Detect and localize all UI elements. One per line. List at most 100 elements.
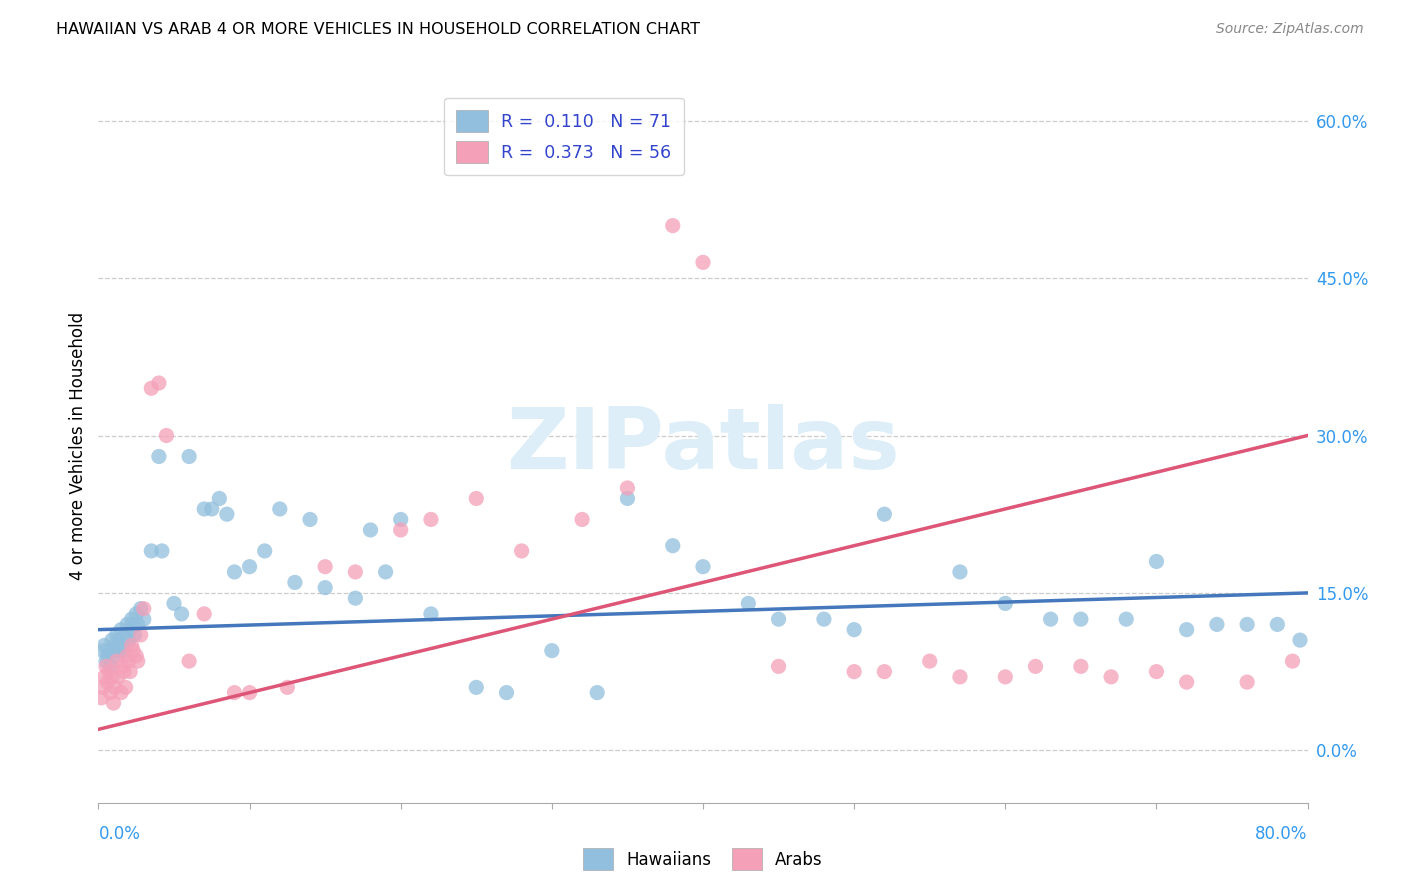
Point [1236, 617, 1258, 632]
Point [105, 654, 128, 668]
Point [1175, 623, 1198, 637]
Point [1144, 554, 1167, 568]
Point [344, 565, 367, 579]
Point [125, 607, 148, 621]
Point [224, 685, 246, 699]
Point [389, 512, 412, 526]
Point [96, 675, 118, 690]
Point [314, 559, 336, 574]
Point [1236, 675, 1258, 690]
Point [1070, 612, 1092, 626]
Point [215, 507, 238, 521]
Point [120, 623, 142, 637]
Point [1175, 675, 1198, 690]
Point [170, 607, 193, 621]
Point [1099, 670, 1122, 684]
Point [118, 654, 141, 668]
Point [1281, 654, 1303, 668]
Point [96, 648, 118, 663]
Point [127, 617, 149, 632]
Point [121, 612, 143, 626]
Point [101, 633, 124, 648]
Y-axis label: 4 or more Vehicles in Household: 4 or more Vehicles in Household [69, 312, 87, 580]
Point [1267, 617, 1289, 632]
Point [768, 612, 790, 626]
Point [510, 544, 533, 558]
Point [1289, 633, 1312, 648]
Point [873, 507, 896, 521]
Point [94, 659, 117, 673]
Text: 80.0%: 80.0% [1256, 825, 1308, 843]
Point [94, 654, 117, 668]
Point [571, 512, 593, 526]
Point [918, 654, 941, 668]
Point [420, 512, 443, 526]
Point [692, 559, 714, 574]
Point [616, 491, 638, 506]
Point [107, 670, 129, 684]
Point [103, 648, 125, 663]
Point [121, 639, 143, 653]
Text: Source: ZipAtlas.com: Source: ZipAtlas.com [1216, 22, 1364, 37]
Text: HAWAIIAN VS ARAB 4 OR MORE VEHICLES IN HOUSEHOLD CORRELATION CHART: HAWAIIAN VS ARAB 4 OR MORE VEHICLES IN H… [56, 22, 700, 37]
Point [148, 450, 170, 464]
Point [90, 690, 112, 705]
Legend: Hawaiians, Arabs: Hawaiians, Arabs [576, 842, 830, 877]
Point [1115, 612, 1137, 626]
Point [132, 601, 155, 615]
Point [586, 685, 609, 699]
Point [103, 696, 125, 710]
Point [141, 544, 163, 558]
Point [737, 596, 759, 610]
Point [276, 681, 298, 695]
Point [1144, 665, 1167, 679]
Point [1039, 612, 1062, 626]
Point [299, 512, 322, 526]
Point [124, 628, 146, 642]
Point [1206, 617, 1229, 632]
Point [949, 565, 972, 579]
Point [994, 670, 1017, 684]
Point [661, 219, 683, 233]
Text: ZIPatlas: ZIPatlas [506, 404, 900, 488]
Point [150, 544, 173, 558]
Point [239, 685, 262, 699]
Point [163, 596, 186, 610]
Point [122, 617, 145, 632]
Point [115, 648, 138, 663]
Point [110, 623, 132, 637]
Point [114, 681, 136, 695]
Point [949, 670, 972, 684]
Point [253, 544, 276, 558]
Point [465, 681, 488, 695]
Point [132, 612, 155, 626]
Point [141, 381, 163, 395]
Point [129, 601, 152, 615]
Point [100, 659, 122, 673]
Point [1070, 659, 1092, 673]
Point [179, 450, 201, 464]
Point [91, 643, 114, 657]
Point [105, 628, 128, 642]
Point [224, 565, 246, 579]
Point [98, 665, 121, 679]
Point [844, 665, 866, 679]
Point [813, 612, 835, 626]
Point [122, 643, 145, 657]
Point [93, 639, 115, 653]
Point [108, 633, 131, 648]
Point [179, 654, 201, 668]
Point [389, 523, 412, 537]
Point [616, 481, 638, 495]
Point [360, 523, 382, 537]
Point [110, 685, 132, 699]
Point [193, 502, 215, 516]
Point [114, 628, 136, 642]
Point [661, 539, 683, 553]
Point [495, 685, 517, 699]
Point [155, 428, 177, 442]
Point [148, 376, 170, 390]
Point [239, 559, 262, 574]
Point [112, 643, 135, 657]
Point [873, 665, 896, 679]
